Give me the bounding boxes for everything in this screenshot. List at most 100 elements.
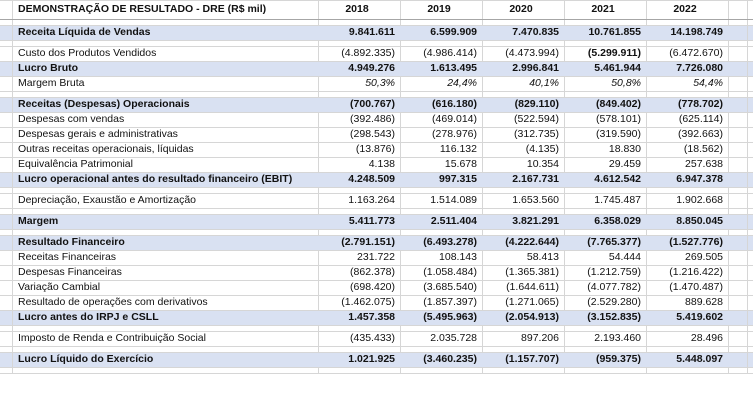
cell-value[interactable]: (1.365.381): [482, 266, 564, 280]
cell-value[interactable]: (522.594): [482, 113, 564, 127]
cell-value[interactable]: (18.562): [646, 143, 728, 157]
cell-value[interactable]: (4.986.414): [400, 47, 482, 61]
cell-value[interactable]: 1.457.358: [348, 311, 395, 323]
cell-value[interactable]: 7.470.835: [512, 26, 559, 38]
cell-value[interactable]: (1.527.776): [669, 236, 723, 248]
row-label[interactable]: Receitas Financeiras: [18, 251, 117, 263]
cell-value[interactable]: 58.413: [482, 251, 564, 265]
cell-value[interactable]: (6.472.670): [646, 47, 728, 61]
cell-value[interactable]: 4.612.542: [594, 173, 641, 185]
year-header[interactable]: 2020: [482, 1, 564, 19]
cell-value[interactable]: 2.035.728: [400, 332, 482, 346]
cell-value[interactable]: 116.132: [400, 143, 482, 157]
cell-value[interactable]: (2.791.151): [341, 236, 395, 248]
row-label[interactable]: Lucro Líquido do Exercício: [18, 353, 154, 365]
row-label[interactable]: Lucro antes do IRPJ e CSLL: [18, 311, 159, 323]
cell-value[interactable]: (5.299.911): [564, 47, 646, 61]
cell-value[interactable]: (959.375): [596, 353, 641, 365]
cell-value[interactable]: (1.470.487): [646, 281, 728, 295]
row-label[interactable]: Equivalência Patrimonial: [18, 158, 133, 170]
cell-value[interactable]: 108.143: [400, 251, 482, 265]
cell-value[interactable]: (3.685.540): [400, 281, 482, 295]
cell-value[interactable]: 269.505: [646, 251, 728, 265]
cell-value[interactable]: (4.135): [482, 143, 564, 157]
cell-value[interactable]: 257.638: [646, 158, 728, 172]
cell-value[interactable]: (298.543): [318, 128, 400, 142]
cell-value[interactable]: (435.433): [318, 332, 400, 346]
cell-value[interactable]: 50,3%: [318, 77, 400, 91]
row-label[interactable]: Lucro operacional antes do resultado fin…: [18, 173, 293, 185]
cell-value[interactable]: (392.663): [646, 128, 728, 142]
row-label[interactable]: Despesas Financeiras: [18, 266, 122, 278]
cell-value[interactable]: 5.411.773: [348, 215, 395, 227]
cell-value[interactable]: (1.212.759): [564, 266, 646, 280]
cell-value[interactable]: 5.448.097: [676, 353, 723, 365]
cell-value[interactable]: (6.493.278): [423, 236, 477, 248]
cell-value[interactable]: 997.315: [439, 173, 477, 185]
cell-value[interactable]: (469.014): [400, 113, 482, 127]
cell-value[interactable]: (278.976): [400, 128, 482, 142]
cell-value[interactable]: (849.402): [596, 98, 641, 110]
cell-value[interactable]: (698.420): [318, 281, 400, 295]
cell-value[interactable]: (3.460.235): [423, 353, 477, 365]
cell-value[interactable]: (1.857.397): [400, 296, 482, 310]
cell-value[interactable]: (5.495.963): [423, 311, 477, 323]
row-label[interactable]: Imposto de Renda e Contribuição Social: [18, 332, 206, 344]
cell-value[interactable]: 6.947.378: [676, 173, 723, 185]
cell-value[interactable]: 1.745.487: [564, 194, 646, 208]
cell-value[interactable]: (1.157.707): [505, 353, 559, 365]
cell-value[interactable]: 9.841.611: [348, 26, 395, 38]
row-label[interactable]: Depreciação, Exaustão e Amortização: [18, 194, 197, 206]
row-label[interactable]: Despesas com vendas: [18, 113, 125, 125]
cell-value[interactable]: (4.473.994): [482, 47, 564, 61]
year-header[interactable]: 2019: [400, 1, 482, 19]
cell-value[interactable]: 14.198.749: [670, 26, 723, 38]
cell-value[interactable]: (2.054.913): [505, 311, 559, 323]
cell-value[interactable]: (392.486): [318, 113, 400, 127]
row-label[interactable]: Outras receitas operacionais, líquidas: [18, 143, 194, 155]
cell-value[interactable]: 2.511.404: [430, 215, 477, 227]
year-header[interactable]: 2021: [564, 1, 646, 19]
cell-value[interactable]: 10.354: [482, 158, 564, 172]
cell-value[interactable]: (13.876): [318, 143, 400, 157]
cell-value[interactable]: 1.021.925: [348, 353, 395, 365]
cell-value[interactable]: (578.101): [564, 113, 646, 127]
cell-value[interactable]: 6.599.909: [430, 26, 477, 38]
cell-value[interactable]: (312.735): [482, 128, 564, 142]
year-header[interactable]: 2022: [646, 1, 728, 19]
cell-value[interactable]: 897.206: [482, 332, 564, 346]
cell-value[interactable]: 50,8%: [564, 77, 646, 91]
cell-value[interactable]: 4.949.276: [348, 62, 395, 74]
cell-value[interactable]: (4.222.644): [505, 236, 559, 248]
row-label[interactable]: Resultado de operações com derivativos: [18, 296, 208, 308]
cell-value[interactable]: 1.163.264: [318, 194, 400, 208]
cell-value[interactable]: (2.529.280): [564, 296, 646, 310]
row-label[interactable]: Margem Bruta: [18, 77, 85, 89]
row-label[interactable]: Despesas gerais e administrativas: [18, 128, 178, 140]
cell-value[interactable]: 6.358.029: [594, 215, 641, 227]
cell-value[interactable]: 8.850.045: [676, 215, 723, 227]
cell-value[interactable]: (862.378): [318, 266, 400, 280]
cell-value[interactable]: (7.765.377): [587, 236, 641, 248]
cell-value[interactable]: (1.216.422): [646, 266, 728, 280]
cell-value[interactable]: 10.761.855: [588, 26, 641, 38]
year-header[interactable]: 2018: [318, 1, 400, 19]
cell-value[interactable]: 2.996.841: [512, 62, 559, 74]
cell-value[interactable]: 15.678: [400, 158, 482, 172]
cell-value[interactable]: 4.248.509: [348, 173, 395, 185]
table-title[interactable]: DEMONSTRAÇÃO DE RESULTADO - DRE (R$ mil): [18, 3, 267, 15]
row-label[interactable]: Variação Cambial: [18, 281, 101, 293]
cell-value[interactable]: (829.110): [514, 98, 559, 110]
row-label[interactable]: Custo dos Produtos Vendidos: [18, 47, 157, 59]
cell-value[interactable]: 2.167.731: [512, 173, 559, 185]
cell-value[interactable]: 4.138: [318, 158, 400, 172]
cell-value[interactable]: 2.193.460: [564, 332, 646, 346]
cell-value[interactable]: (1.644.611): [482, 281, 564, 295]
row-label[interactable]: Receitas (Despesas) Operacionais: [18, 98, 190, 110]
cell-value[interactable]: (3.152.835): [587, 311, 641, 323]
cell-value[interactable]: (778.702): [678, 98, 723, 110]
cell-value[interactable]: 29.459: [564, 158, 646, 172]
cell-value[interactable]: 18.830: [564, 143, 646, 157]
cell-value[interactable]: 54.444: [564, 251, 646, 265]
row-label[interactable]: Receita Líquida de Vendas: [18, 26, 151, 38]
